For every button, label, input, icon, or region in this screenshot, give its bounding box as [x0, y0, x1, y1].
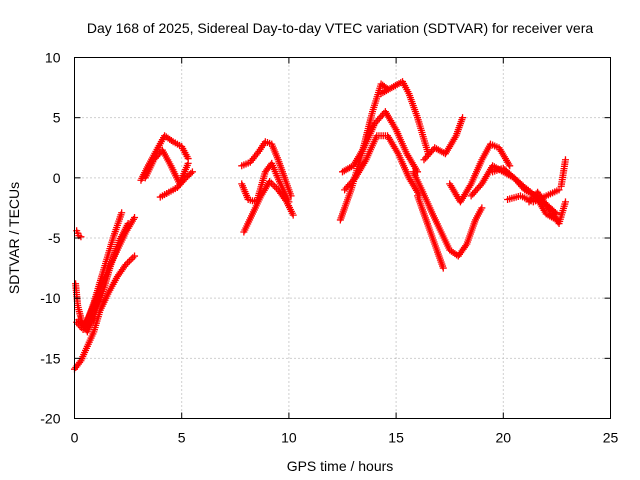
grid [74, 57, 611, 419]
series-track-9 [238, 138, 295, 200]
data-point [506, 162, 514, 170]
data-point-trace [129, 254, 137, 262]
y-tick-label: 10 [45, 50, 61, 66]
x-tick-label: 5 [178, 430, 186, 446]
x-tick-label: 15 [388, 430, 404, 446]
data-point [561, 198, 569, 206]
data-point-trace [187, 169, 195, 177]
x-tick-label: 25 [603, 430, 619, 446]
x-tick-labels: 0 5 10 15 20 25 [71, 430, 619, 446]
y-tick-label: -20 [40, 411, 60, 427]
data-point [188, 168, 196, 176]
series-track-14 [341, 132, 424, 200]
series-track-7 [141, 146, 192, 188]
data-point [124, 220, 132, 228]
data-point-trace [125, 257, 133, 265]
series-track-17 [414, 192, 447, 272]
x-tick-label: 0 [71, 430, 79, 446]
series-track-4 [75, 209, 126, 331]
y-tick-label: 5 [53, 110, 61, 126]
series-track-24 [557, 156, 569, 190]
y-tick-label: -5 [48, 230, 61, 246]
series-track-6 [137, 132, 192, 184]
data-point [459, 114, 467, 122]
axis-ticks [74, 57, 611, 419]
x-axis-label: GPS time / hours [287, 458, 394, 474]
data-point [184, 159, 192, 167]
series-track-19 [446, 140, 514, 206]
data-point [182, 174, 190, 182]
series-track-13 [339, 108, 422, 176]
series-track-16 [409, 168, 486, 260]
data-point [561, 156, 569, 164]
y-tick-label: 0 [53, 170, 61, 186]
data-point [118, 209, 126, 217]
series-track-15 [377, 78, 432, 158]
data-marks [71, 78, 569, 373]
data-point [285, 198, 293, 206]
series-track-11 [238, 159, 293, 206]
data-point-trace [184, 172, 192, 180]
y-tick-label: -15 [40, 350, 60, 366]
data-point [478, 204, 486, 212]
y-axis-label: SDTVAR / TECUs [6, 182, 22, 294]
data-point [555, 186, 563, 194]
series-track-18 [420, 114, 467, 164]
x-tick-label: 20 [496, 430, 512, 446]
data-point-trace [181, 175, 189, 183]
data-point [77, 233, 85, 241]
x-tick-label: 10 [281, 430, 297, 446]
series-track-1 [71, 252, 139, 373]
chart-title: Day 168 of 2025, Sidereal Day-to-day VTE… [87, 20, 593, 36]
data-point-trace [269, 181, 277, 189]
data-point [289, 211, 297, 219]
data-point [131, 214, 139, 222]
data-point [439, 264, 447, 272]
series-track-8 [156, 168, 196, 201]
y-tick-label: -10 [40, 290, 60, 306]
data-point [131, 252, 139, 260]
data-point-trace [185, 171, 193, 179]
data-point-trace [508, 172, 516, 180]
data-point-trace [127, 255, 135, 263]
y-tick-labels: -20 -15 -10 -5 0 5 10 [40, 50, 60, 427]
series-track-23 [525, 188, 569, 228]
